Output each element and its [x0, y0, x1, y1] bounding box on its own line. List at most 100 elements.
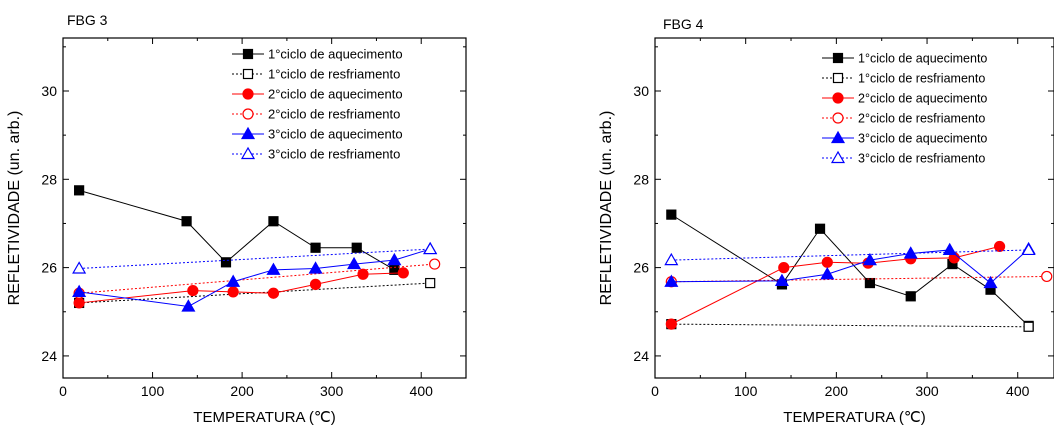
y-tick-label: 28	[633, 171, 649, 187]
series-line	[671, 323, 1029, 328]
series-line	[671, 249, 1029, 261]
legend: 1°ciclo de aquecimento 1°ciclo de resfria…	[232, 47, 403, 162]
data-point	[357, 268, 369, 280]
data-point	[1021, 242, 1036, 256]
data-point	[820, 267, 835, 280]
legend-label: 3°ciclo de resfriamento	[858, 152, 985, 166]
legend-label: 1°ciclo de aquecimento	[858, 52, 987, 66]
data-point	[181, 299, 196, 312]
data-point	[425, 277, 436, 289]
x-tick-label: 200	[825, 383, 849, 399]
x-tick-label: 300	[320, 383, 344, 399]
x-tick-label: 200	[230, 383, 254, 399]
legend-marker	[242, 48, 254, 60]
y-axis-label: REFLETIVIDADE (un. arb.)	[6, 111, 23, 306]
data-point	[347, 256, 362, 270]
data-point	[1023, 321, 1034, 332]
legend-marker	[242, 68, 254, 80]
legend-marker	[242, 108, 254, 120]
legend-label: 3°ciclo de aquecimento	[268, 127, 403, 142]
data-point	[351, 242, 362, 253]
legend-marker	[240, 146, 256, 160]
data-point	[942, 242, 957, 256]
y-tick-label: 24	[633, 348, 649, 364]
data-point	[72, 261, 87, 274]
series-3	[73, 267, 409, 309]
legend-marker	[832, 92, 844, 104]
y-tick-label: 24	[41, 348, 57, 364]
plot-frame	[654, 37, 1054, 379]
series-line	[79, 263, 435, 294]
series-line	[671, 248, 1029, 284]
series-6	[664, 242, 1036, 266]
series-1	[74, 185, 400, 275]
series-5	[72, 241, 438, 312]
plot-area	[664, 209, 1053, 332]
legend-label: 1°ciclo de resfriamento	[268, 67, 400, 82]
data-point	[664, 252, 679, 266]
legend-marker	[832, 72, 844, 84]
data-point	[187, 284, 199, 297]
legend-label: 2°ciclo de aquecimento	[858, 92, 987, 106]
data-point	[821, 256, 833, 268]
data-point	[72, 284, 87, 297]
series-5	[664, 241, 1036, 289]
data-point	[778, 262, 790, 274]
series-1	[666, 209, 1034, 331]
legend-label: 3°ciclo de resfriamento	[268, 147, 400, 162]
legend-marker	[832, 52, 844, 64]
x-axis-label: TEMPERATURA (℃)	[193, 409, 335, 425]
legend-marker	[830, 150, 846, 164]
series-2	[666, 319, 1034, 332]
series-line	[78, 189, 395, 271]
chart-title: FBG 3	[67, 12, 108, 28]
y-axis-label: REFLETIVIDADE (un. arb.)	[598, 111, 615, 306]
series-line	[79, 248, 431, 269]
legend-label: 3°ciclo de aquecimento	[858, 132, 987, 146]
y-tick-label: 28	[41, 171, 57, 187]
data-point	[862, 252, 877, 266]
data-point	[423, 241, 438, 255]
x-tick-label: 400	[410, 383, 434, 399]
legend-label: 2°ciclo de resfriamento	[858, 112, 985, 126]
legend-marker	[242, 88, 254, 100]
x-tick-label: 100	[734, 383, 758, 399]
y-tick-label: 30	[41, 83, 57, 99]
legend-label: 1°ciclo de resfriamento	[858, 72, 985, 86]
data-point	[181, 216, 192, 227]
legend-marker	[830, 130, 846, 144]
data-point	[429, 258, 441, 270]
data-point	[266, 262, 281, 275]
legend: 1°ciclo de aquecimento 1°ciclo de resfria…	[822, 52, 987, 166]
data-point	[220, 257, 232, 268]
data-point	[74, 185, 85, 196]
legend-label: 1°ciclo de aquecimento	[268, 47, 403, 62]
data-point	[666, 209, 677, 220]
x-tick-label: 0	[59, 383, 67, 399]
data-point	[993, 240, 1006, 253]
data-point	[774, 273, 789, 286]
data-point	[268, 216, 279, 227]
series-6	[72, 241, 438, 274]
data-point	[864, 277, 876, 289]
data-point	[226, 274, 241, 287]
data-point	[308, 261, 323, 274]
x-axis-label: TEMPERATURA (℃)	[783, 409, 925, 425]
data-point	[73, 297, 85, 309]
legend-marker	[832, 112, 844, 124]
x-tick-label: 0	[651, 383, 659, 399]
data-point	[905, 291, 916, 302]
data-point	[903, 246, 918, 259]
plot-frame	[62, 37, 467, 379]
chart-title: FBG 4	[663, 16, 704, 32]
data-point	[267, 287, 280, 299]
data-point	[397, 267, 409, 279]
series-line	[79, 282, 431, 304]
legend-label: 2°ciclo de resfriamento	[268, 107, 400, 122]
plot-area	[72, 185, 441, 312]
data-point	[665, 318, 677, 330]
data-point	[309, 278, 322, 290]
data-point	[227, 286, 239, 298]
data-point	[387, 252, 402, 266]
